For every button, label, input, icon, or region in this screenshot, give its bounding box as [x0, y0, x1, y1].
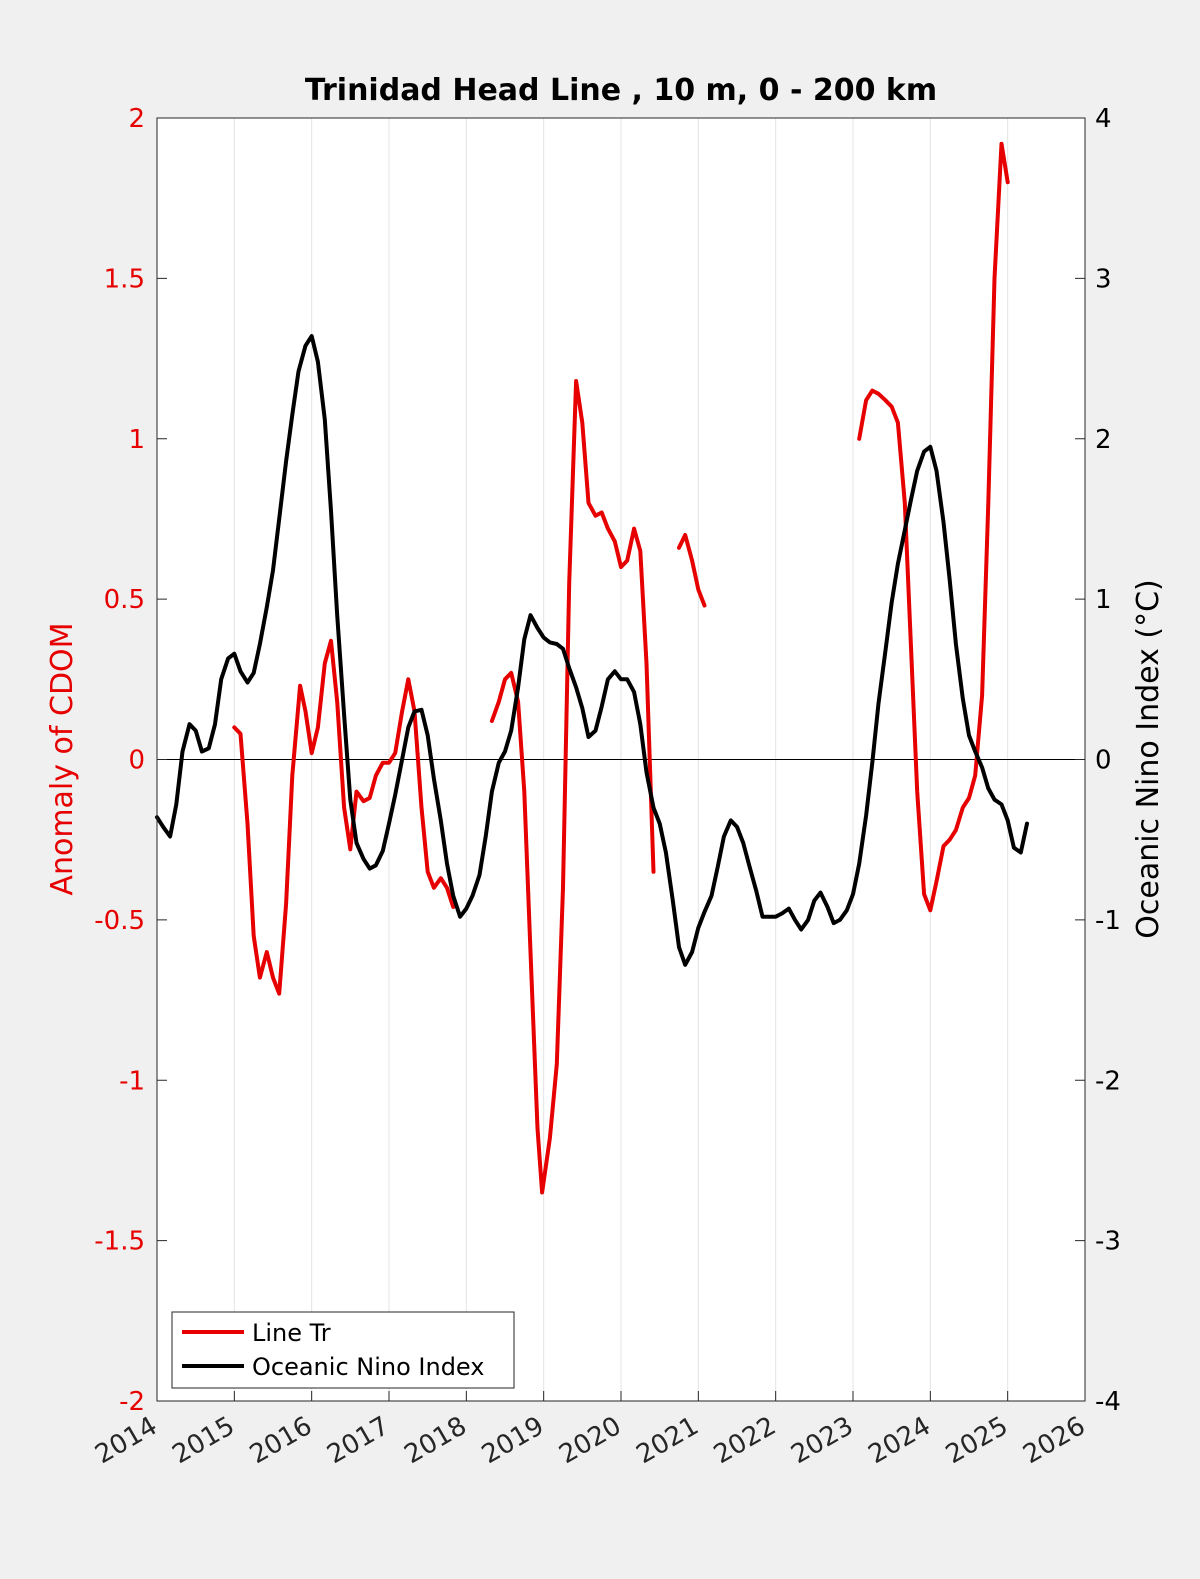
y-right-tick-label: 3 — [1095, 264, 1112, 294]
y-left-tick-label: -2 — [119, 1387, 145, 1417]
oni-series-segment — [155, 334, 1029, 967]
chart-title: Trinidad Head Line , 10 m, 0 - 200 km — [305, 73, 937, 108]
line-tr-series-segment — [489, 379, 656, 1195]
y-right-tick-label: 0 — [1095, 746, 1112, 776]
y-left-tick-label: 1.5 — [104, 264, 145, 294]
series-layer — [155, 141, 1029, 1195]
legend-oni-label: Oceanic Nino Index — [252, 1353, 484, 1381]
line-tr-series-segment — [857, 141, 1010, 913]
legend-box — [171, 1311, 515, 1389]
y-axis-right-label: Oceanic Nino Index (°C) — [1131, 579, 1166, 939]
line-tr-series-segment — [677, 533, 707, 608]
y-left-tick-label: -0.5 — [94, 906, 145, 936]
y-left-tick-label: 2 — [128, 104, 145, 134]
y-left-tick-label: 0.5 — [104, 585, 145, 615]
y-right-tick-label: 4 — [1095, 104, 1112, 134]
legend: Line Tr Oceanic Nino Index — [171, 1311, 515, 1389]
y-right-tick-label: 2 — [1095, 425, 1112, 455]
y-right-tick-label: -1 — [1095, 906, 1121, 936]
line-tr-series-segment — [232, 638, 456, 996]
y-right-tick-label: 1 — [1095, 585, 1112, 615]
y-right-tick-label: -3 — [1095, 1227, 1121, 1257]
y-left-tick-label: -1 — [119, 1066, 145, 1096]
y-left-tick-label: 0 — [128, 746, 145, 776]
y-right-tick-label: -2 — [1095, 1066, 1121, 1096]
legend-line-tr-label: Line Tr — [252, 1319, 331, 1347]
y-left-tick-label: -1.5 — [94, 1227, 145, 1257]
y-axis-left-label: Anomaly of CDOM — [45, 622, 80, 895]
y-right-tick-label: -4 — [1095, 1387, 1121, 1417]
y-left-tick-label: 1 — [128, 425, 145, 455]
